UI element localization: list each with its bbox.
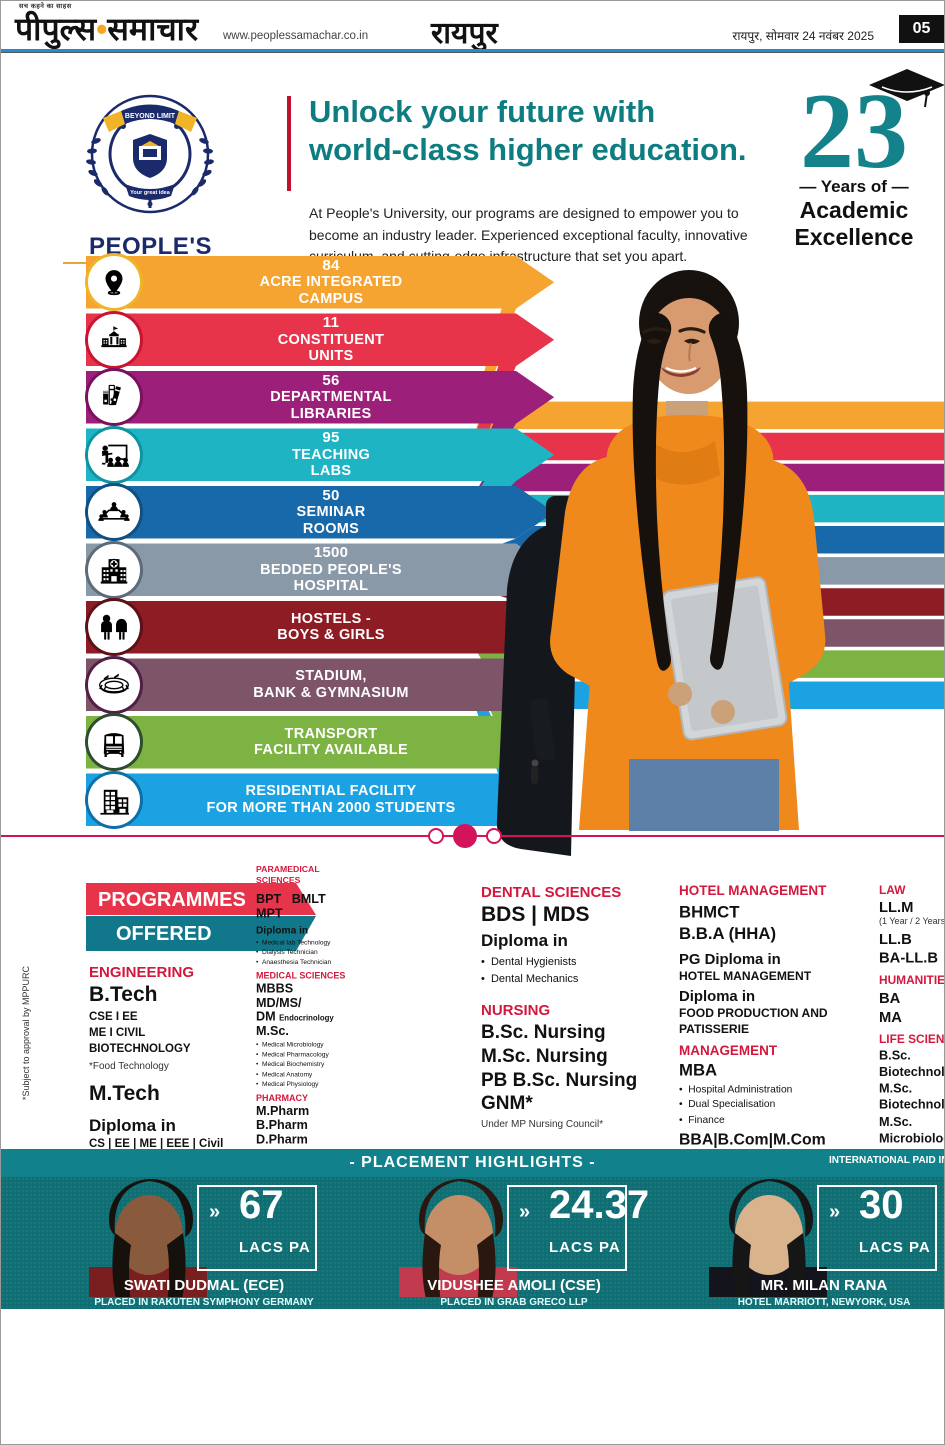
svg-text:PROGRAMMES: PROGRAMMES (98, 889, 246, 911)
svg-text:OFFERED: OFFERED (116, 923, 212, 945)
